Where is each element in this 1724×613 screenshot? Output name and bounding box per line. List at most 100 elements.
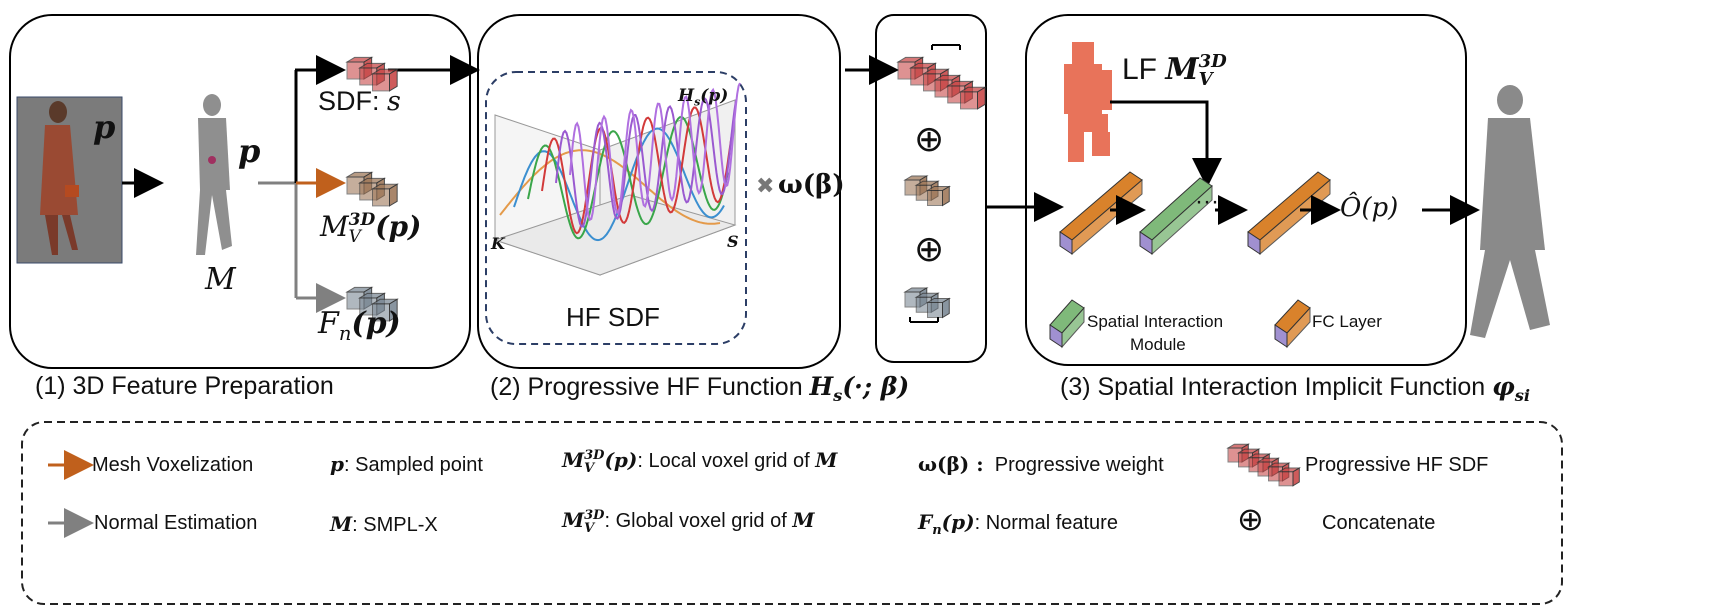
panel-concat: [875, 14, 987, 363]
lf-label: LF M 3D V: [1122, 52, 1227, 89]
m: φsi: [1492, 372, 1530, 405]
legend-weight: ω(β) : Progressive weight: [918, 452, 1164, 477]
point-label-image: p: [93, 108, 116, 146]
s: ω(β) :: [918, 452, 984, 476]
voxel-label: M 3D V (p): [320, 210, 421, 246]
mesh-label: M: [205, 262, 236, 297]
output-label: Ô(p): [1340, 193, 1399, 223]
b: F: [318, 306, 339, 341]
arg: (p): [700, 86, 729, 106]
sub: n: [338, 322, 352, 345]
legend-mesh-voxelization: Mesh Voxelization: [92, 454, 254, 476]
m: M: [792, 508, 815, 532]
normal-feature-cube: [345, 286, 399, 322]
arg: (p): [604, 448, 638, 472]
sub: V: [1198, 69, 1213, 90]
b: F: [918, 510, 933, 534]
bracket-bottom: [909, 317, 939, 323]
sdf-var: s: [387, 86, 401, 117]
legend-box: [21, 421, 1563, 605]
legend-local-voxel: M 3D V (p): Local voxel grid of M: [562, 448, 837, 475]
b: H: [678, 86, 695, 106]
d: : Global voxel grid of: [604, 510, 793, 532]
legend-hf-sdf: Progressive HF SDF: [1305, 454, 1489, 476]
t: LF: [1122, 53, 1166, 86]
sine-wave: [541, 106, 733, 235]
s: Fn(p): [918, 510, 975, 538]
concat-voxel-cube: [903, 175, 952, 207]
legend-sim-label-2: Module: [1130, 335, 1186, 354]
local-voxel-cube: [345, 171, 399, 207]
axis-s-label: S: [727, 232, 739, 251]
normal-label: Fn(p): [318, 306, 401, 345]
caption-feature-prep: (1) 3D Feature Preparation: [35, 372, 334, 400]
d: : Normal feature: [974, 512, 1118, 534]
legend-normal-estimation: Normal Estimation: [94, 512, 258, 534]
weight-label: ω(β): [778, 170, 845, 200]
legend-sim-icon: [1049, 299, 1085, 349]
b: M: [320, 210, 349, 243]
legend-normal-feature: Fn(p): Normal feature: [918, 510, 1118, 538]
hf-sdf-dashed-box: [485, 71, 747, 345]
panel-hf-function: [477, 14, 841, 369]
sub: si: [1514, 386, 1531, 405]
smplx-mesh-figure: [196, 94, 232, 255]
sup: 3D: [584, 507, 605, 523]
sub: n: [932, 523, 942, 538]
sine-wave: [527, 115, 729, 240]
concat-icon-1: ⊕: [914, 118, 945, 159]
hf-sdf-cube-b: [933, 74, 987, 110]
t: (2) Progressive HF Function: [490, 373, 810, 401]
caption-implicit-function: (3) Spatial Interaction Implicit Functio…: [1060, 372, 1530, 405]
hs-plot-label: Hs(p): [678, 86, 728, 108]
sine-wave: [555, 96, 737, 228]
supsub: 3D V: [348, 211, 376, 247]
concat-normal-cube: [903, 287, 952, 319]
sub: s: [833, 386, 843, 405]
supsub: 3D V: [1199, 53, 1227, 89]
arg: (p): [375, 210, 422, 243]
sup: 3D: [1198, 51, 1227, 72]
b: H: [809, 372, 834, 401]
caption-hf-function: (2) Progressive HF Function Hs(·; β): [490, 372, 909, 405]
legend-fc-icon: [1274, 299, 1311, 349]
s: p: [330, 452, 344, 476]
sub: V: [348, 226, 361, 247]
fc-layer-2: [1247, 171, 1331, 256]
d: : Local voxel grid of: [637, 450, 816, 472]
m: Hs(·; β): [809, 372, 910, 405]
b: φ: [1492, 372, 1515, 401]
m: M: [815, 448, 838, 472]
point-label-mesh: p: [238, 132, 261, 170]
legend-concatenate: Concatenate: [1322, 512, 1436, 534]
ellipsis: ···: [1195, 188, 1219, 215]
s: M 3D V (p): [562, 448, 638, 475]
legend-m: M: SMPL-X: [330, 512, 438, 537]
input-image: [16, 96, 123, 264]
sine-wave: [569, 82, 741, 222]
arg: (p): [941, 510, 975, 534]
s: M 3D V: [562, 508, 604, 535]
ss: 3D V: [584, 449, 604, 475]
bracket-top: [931, 44, 961, 50]
axis-k-label: K: [491, 234, 505, 253]
b: M: [562, 448, 585, 472]
legend-global-voxel: M 3D V: Global voxel grid of M: [562, 508, 814, 535]
sdf-label: SDF: s: [318, 86, 401, 117]
arg: (·; β): [842, 372, 910, 401]
legend-hf-sdf-cube-b: [1256, 457, 1302, 487]
hf-sdf-plot: [493, 82, 741, 276]
output-mesh-figure: [1470, 85, 1550, 338]
d: : SMPL-X: [352, 514, 438, 536]
s: M: [330, 512, 353, 536]
sup: 3D: [584, 447, 605, 463]
ss: 3D V: [584, 509, 604, 535]
legend-p: p: Sampled point: [330, 452, 483, 477]
multiply-icon: ✖: [756, 173, 775, 198]
legend-fc-label: FC Layer: [1312, 312, 1382, 331]
sub: V: [584, 460, 595, 476]
b: M: [562, 508, 585, 532]
legend-sim-label: Spatial Interaction: [1087, 312, 1224, 331]
